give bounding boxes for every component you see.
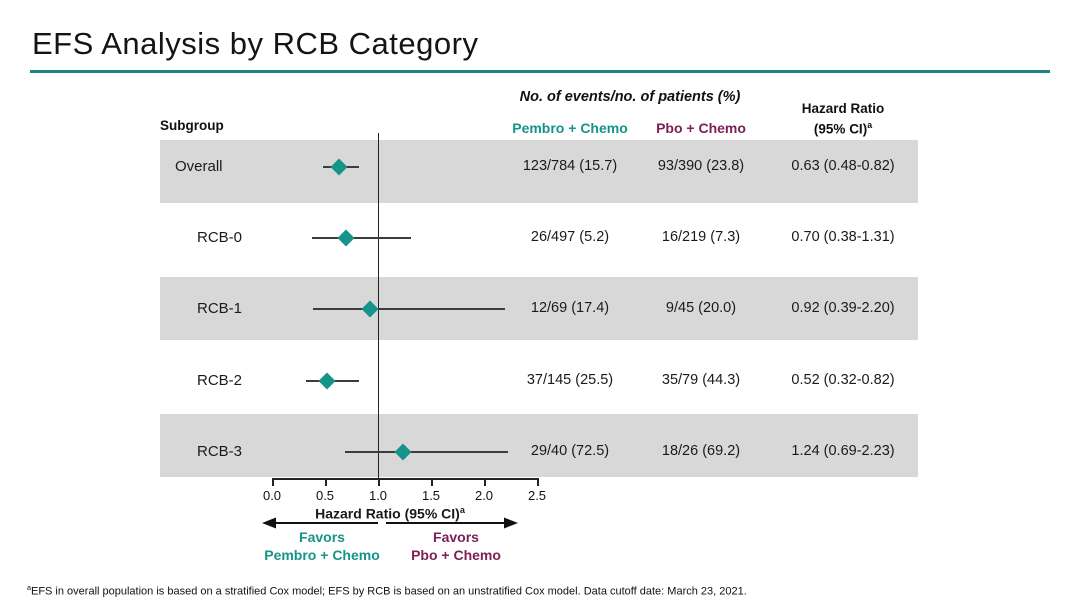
row-label: RCB-3 (197, 443, 243, 460)
favors-pembro-label: Favors Pembro + Chemo (264, 529, 380, 563)
x-axis-tick-label: 1.0 (368, 488, 388, 503)
x-axis-label: Hazard Ratio (95% CI)a (315, 505, 465, 522)
favors-right-arrowhead-icon (504, 517, 518, 529)
x-axis-tick (484, 478, 486, 486)
column-header-pbo-chemo: Pbo + Chemo (656, 120, 746, 136)
x-axis-tick-label: 0.5 (315, 488, 335, 503)
cell-hr_text: 0.70 (0.38-1.31) (791, 229, 895, 245)
hr-point-diamond (337, 229, 355, 247)
ci-line (313, 308, 506, 310)
cell-pbo: 35/79 (44.3) (661, 372, 741, 388)
x-axis-label-text: Hazard Ratio (95% CI) (315, 505, 460, 522)
column-header-pembro-chemo: Pembro + Chemo (512, 120, 628, 136)
x-axis-tick (431, 478, 433, 486)
row-label: Overall (175, 158, 223, 175)
row-band (160, 414, 918, 477)
cell-pbo: 16/219 (7.3) (661, 229, 741, 245)
row-label: RCB-1 (197, 300, 243, 317)
footnote-mark: a (27, 584, 31, 592)
ci-line (312, 237, 411, 239)
reference-line-hr-1 (378, 133, 379, 478)
x-axis-tick (272, 478, 274, 486)
hazard-ratio-line2: (95% CI) (813, 121, 868, 137)
x-axis-tick (537, 478, 539, 486)
column-header-hazard-ratio: Hazard Ratio (95% CI)a (802, 101, 885, 138)
cell-pbo: 18/26 (69.2) (661, 443, 741, 459)
favors-pbo-label: Favors Pbo + Chemo (411, 529, 501, 563)
ci-line (345, 451, 509, 453)
cell-pbo: 9/45 (20.0) (665, 300, 737, 316)
footnote-text: EFS in overall population is based on a … (30, 585, 747, 598)
hr-point-diamond (318, 372, 336, 390)
cell-hr_text: 0.52 (0.32-0.82) (791, 372, 895, 388)
row-band (160, 140, 918, 203)
cell-hr_text: 0.92 (0.39-2.20) (791, 300, 895, 316)
title-underline (30, 70, 1050, 73)
x-axis-tick (325, 478, 327, 486)
row-band (160, 277, 918, 340)
x-axis-tick (378, 478, 380, 486)
column-header-subgroup: Subgroup (160, 118, 224, 133)
cell-pembro: 29/40 (72.5) (530, 443, 610, 459)
x-axis-line (272, 478, 538, 480)
favors-arrows (262, 517, 518, 529)
cell-pembro: 123/784 (15.7) (522, 158, 618, 174)
cell-pembro: 26/497 (5.2) (530, 229, 610, 245)
x-axis-tick-label: 2.0 (474, 488, 494, 503)
page-title: EFS Analysis by RCB Category (32, 26, 479, 61)
x-axis-tick-label: 1.5 (421, 488, 441, 503)
x-axis-label-footnote-mark: a (459, 505, 465, 515)
column-header-events: No. of events/no. of patients (%) (519, 89, 741, 105)
footnote: aEFS in overall population is based on a… (27, 584, 747, 598)
hazard-ratio-footnote-mark: a (867, 120, 873, 130)
x-axis-tick-label: 2.5 (527, 488, 547, 503)
favors-left-arrowhead-icon (262, 517, 276, 529)
row-label: RCB-2 (197, 372, 243, 389)
cell-hr_text: 0.63 (0.48-0.82) (791, 158, 895, 174)
cell-pembro: 12/69 (17.4) (530, 300, 610, 316)
cell-hr_text: 1.24 (0.69-2.23) (791, 443, 895, 459)
cell-pbo: 93/390 (23.8) (657, 158, 745, 174)
cell-pembro: 37/145 (25.5) (526, 372, 614, 388)
row-label: RCB-0 (197, 229, 243, 246)
x-axis-tick-label: 0.0 (262, 488, 282, 503)
hazard-ratio-line1: Hazard Ratio (801, 101, 885, 116)
